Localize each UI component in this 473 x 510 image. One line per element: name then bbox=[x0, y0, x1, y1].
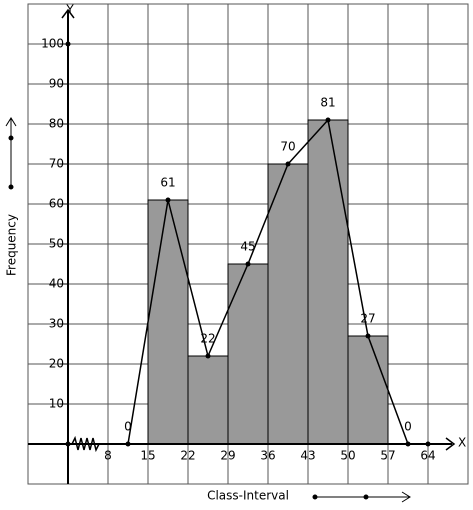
bar bbox=[347, 335, 389, 445]
bar bbox=[227, 263, 269, 445]
y-tick-label: 80 bbox=[49, 117, 64, 131]
polygon-point bbox=[405, 441, 411, 447]
y-tick-label: 70 bbox=[49, 157, 64, 171]
polygon-point bbox=[285, 161, 291, 167]
x-axis-name: X bbox=[458, 436, 466, 450]
axis-dot bbox=[425, 441, 431, 447]
data-label: 0 bbox=[124, 420, 132, 434]
data-label: 22 bbox=[200, 332, 215, 346]
y-arrow bbox=[61, 8, 75, 19]
x-tick-label: 22 bbox=[180, 449, 195, 463]
frequency-polygon bbox=[127, 118, 409, 445]
data-label: 0 bbox=[404, 420, 412, 434]
y-tick-label: 20 bbox=[49, 357, 64, 371]
x-tick-label: 43 bbox=[300, 449, 315, 463]
bar bbox=[187, 355, 229, 445]
data-label: 45 bbox=[240, 240, 255, 254]
y-tick-label: 30 bbox=[49, 317, 64, 331]
x-axis-label: Class-Interval bbox=[207, 489, 289, 503]
x-tick-label: 36 bbox=[260, 449, 275, 463]
polygon-point bbox=[325, 117, 331, 123]
y-tick-label: 40 bbox=[49, 277, 64, 291]
y-tick-label: 90 bbox=[49, 77, 64, 91]
x-tick-label: 64 bbox=[420, 449, 435, 463]
y-axis-label: Frequency bbox=[5, 214, 19, 276]
y-tick-label: 10 bbox=[49, 397, 64, 411]
x-tick-label: 15 bbox=[140, 449, 155, 463]
bar bbox=[267, 163, 309, 445]
origin-dot bbox=[65, 441, 71, 447]
polygon-point bbox=[205, 353, 211, 359]
y-label-arrow bbox=[5, 117, 17, 190]
bar bbox=[307, 119, 349, 445]
y-tick-label: 100 bbox=[41, 37, 64, 51]
data-label: 81 bbox=[320, 96, 335, 110]
y-tick-label: 50 bbox=[49, 237, 64, 251]
polygon-point bbox=[165, 197, 171, 203]
x-arrow bbox=[445, 437, 456, 451]
y-tick-label: 60 bbox=[49, 197, 64, 211]
data-label: 27 bbox=[360, 312, 375, 326]
polygon-point bbox=[125, 441, 131, 447]
data-label: 61 bbox=[160, 176, 175, 190]
data-label: 70 bbox=[280, 140, 295, 154]
polygon-point bbox=[365, 333, 371, 339]
axis-break bbox=[71, 435, 100, 453]
x-tick-label: 50 bbox=[340, 449, 355, 463]
x-tick-label: 8 bbox=[104, 449, 112, 463]
plot bbox=[28, 4, 468, 484]
x-tick-label: 29 bbox=[220, 449, 235, 463]
x-label-arrow bbox=[312, 491, 411, 503]
polygon-point bbox=[245, 261, 251, 267]
bar bbox=[147, 199, 189, 445]
y-axis-name: Y bbox=[65, 3, 74, 17]
x-tick-label: 57 bbox=[380, 449, 395, 463]
